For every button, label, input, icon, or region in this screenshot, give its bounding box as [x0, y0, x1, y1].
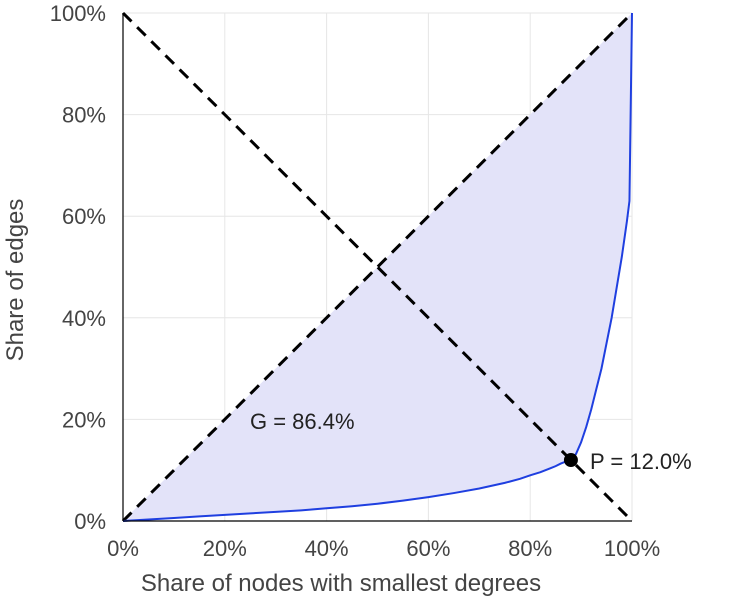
x-tick-label: 60% [406, 536, 450, 561]
x-tick-label: 100% [604, 536, 660, 561]
point-annotation: P = 12.0% [590, 449, 692, 474]
intersection-point [563, 453, 578, 468]
y-tick-label: 0% [74, 509, 106, 534]
lorenz-curve [122, 12, 633, 522]
x-tick-label: 20% [203, 536, 247, 561]
y-tick-labels: 0% 20% 40% 60% 80% 100% [50, 1, 106, 534]
inequality-area [123, 13, 632, 521]
y-axis-label: Share of edges [2, 199, 29, 362]
y-tick-label: 60% [62, 204, 106, 229]
x-tick-label: 80% [508, 536, 552, 561]
y-tick-label: 80% [62, 103, 106, 128]
x-tick-labels: 0% 20% 40% 60% 80% 100% [107, 536, 660, 561]
y-tick-label: 20% [62, 407, 106, 432]
x-tick-label: 0% [107, 536, 139, 561]
y-tick-label: 100% [50, 1, 106, 26]
x-tick-label: 40% [305, 536, 349, 561]
gini-annotation: G = 86.4% [250, 409, 355, 434]
x-axis-label: Share of nodes with smallest degrees [141, 570, 541, 597]
y-tick-label: 40% [62, 306, 106, 331]
